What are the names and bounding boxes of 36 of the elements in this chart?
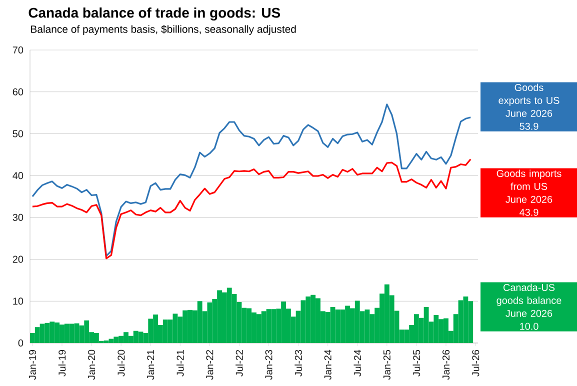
- chart-subtitle: Balance of payments basis, $billions, seasonally adjusted: [31, 25, 296, 35]
- text: 43.9: [520, 208, 538, 216]
- x-tick-label: Jul-21: [176, 350, 184, 376]
- text: June 2026: [506, 196, 552, 203]
- y-tick-label: 60: [12, 88, 24, 96]
- text: 10.0: [520, 322, 538, 330]
- x-tick-label: Jan-25: [383, 350, 390, 380]
- x-tick-label: Jul-25: [412, 350, 420, 376]
- x-tick-label: Jul-20: [117, 350, 125, 376]
- y-tick-label: 70: [12, 46, 24, 54]
- x-tick-label: Jan-24: [324, 350, 332, 380]
- x-tick-label: Jul-24: [354, 350, 362, 376]
- x-tick-label: Jul-22: [236, 350, 243, 376]
- y-tick-label: 30: [12, 214, 24, 221]
- chart-title: Canada balance of trade in goods: US: [28, 7, 280, 21]
- text: 53.9: [520, 122, 538, 130]
- x-tick-label: Jan-22: [206, 350, 214, 380]
- text: Goods exports to US: [498, 84, 560, 106]
- x-tick-label: Jan-19: [28, 350, 36, 380]
- y-tick-label: 50: [12, 130, 24, 138]
- x-tick-label: Jan-26: [442, 350, 450, 380]
- y-tick-label: 0: [18, 339, 24, 347]
- text: June 2026: [506, 110, 552, 117]
- x-tick-label: Jul-26: [472, 350, 480, 376]
- text: June 2026: [506, 310, 552, 317]
- x-tick-label: Jan-20: [88, 350, 96, 380]
- text: Canada-US goods balance: [496, 284, 562, 306]
- x-tick-label: Jan-23: [265, 350, 272, 380]
- y-tick-label: 40: [12, 172, 24, 180]
- line-series: [32, 104, 472, 257]
- x-tick-label: Jan-21: [147, 350, 154, 380]
- y-tick-label: 10: [13, 298, 24, 305]
- text: Goods imports from US: [496, 170, 562, 190]
- x-tick-label: Jul-19: [58, 350, 66, 376]
- x-tick-label: Jul-23: [294, 350, 302, 376]
- y-tick-label: 20: [12, 256, 24, 263]
